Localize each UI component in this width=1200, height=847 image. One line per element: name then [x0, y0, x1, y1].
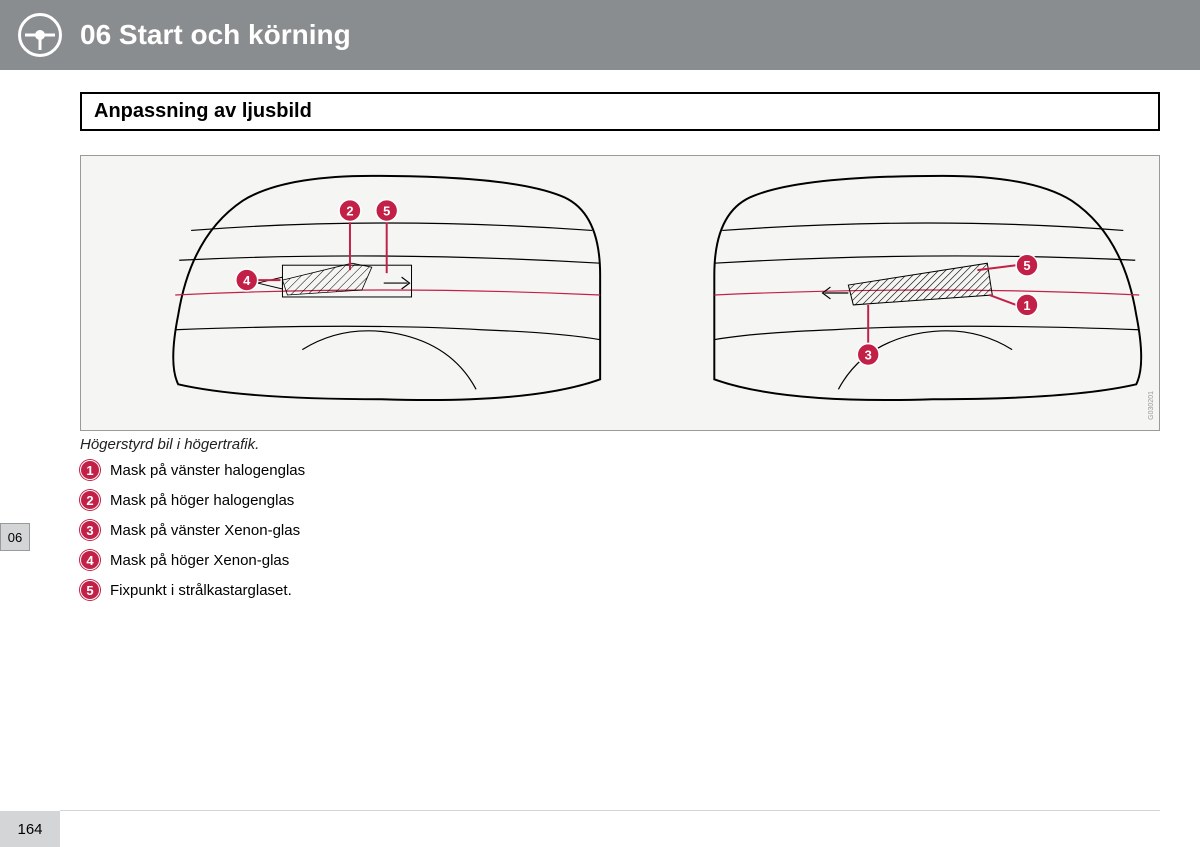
- legend-text: Fixpunkt i strålkastarglaset.: [110, 582, 292, 599]
- legend-item: 1 Mask på vänster halogenglas: [80, 460, 305, 480]
- page-number: 164: [0, 811, 60, 847]
- diagram-id-label: G030201: [1148, 391, 1155, 420]
- legend-list: 1 Mask på vänster halogenglas 2 Mask på …: [80, 460, 305, 610]
- headlamp-diagram: 2 5 4 5 1 3: [81, 156, 1159, 430]
- legend-bullet: 5: [80, 580, 100, 600]
- footer-rule: [60, 810, 1160, 811]
- legend-bullet: 1: [80, 460, 100, 480]
- steering-wheel-icon: [18, 13, 62, 57]
- chapter-header: 06 Start och körning: [0, 0, 1200, 70]
- diagram-container: 2 5 4 5 1 3 G030201: [80, 155, 1160, 431]
- legend-item: 2 Mask på höger halogenglas: [80, 490, 305, 510]
- legend-item: 5 Fixpunkt i strålkastarglaset.: [80, 580, 305, 600]
- svg-text:1: 1: [1023, 298, 1030, 313]
- right-headlamp: [714, 176, 1141, 400]
- chapter-title: 06 Start och körning: [80, 19, 351, 51]
- legend-text: Mask på höger Xenon-glas: [110, 552, 289, 569]
- callout-3: 3: [857, 305, 879, 366]
- svg-text:5: 5: [1023, 258, 1030, 273]
- legend-item: 3 Mask på vänster Xenon-glas: [80, 520, 305, 540]
- legend-bullet: 3: [80, 520, 100, 540]
- svg-text:2: 2: [346, 204, 353, 219]
- legend-bullet: 4: [80, 550, 100, 570]
- callout-4: 4: [236, 269, 281, 291]
- legend-bullet: 2: [80, 490, 100, 510]
- callout-2: 2: [339, 200, 361, 270]
- legend-text: Mask på vänster halogenglas: [110, 462, 305, 479]
- section-title: Anpassning av ljusbild: [94, 100, 312, 122]
- svg-text:5: 5: [383, 204, 390, 219]
- legend-item: 4 Mask på höger Xenon-glas: [80, 550, 305, 570]
- legend-text: Mask på höger halogenglas: [110, 492, 294, 509]
- side-tab: 06: [0, 523, 30, 551]
- svg-text:3: 3: [865, 348, 872, 363]
- svg-text:4: 4: [243, 273, 251, 288]
- figure-caption: Högerstyrd bil i högertrafik.: [80, 436, 259, 453]
- callout-5-left: 5: [376, 200, 398, 273]
- legend-text: Mask på vänster Xenon-glas: [110, 522, 300, 539]
- callout-1: 1: [989, 294, 1038, 316]
- section-title-box: Anpassning av ljusbild: [80, 92, 1160, 131]
